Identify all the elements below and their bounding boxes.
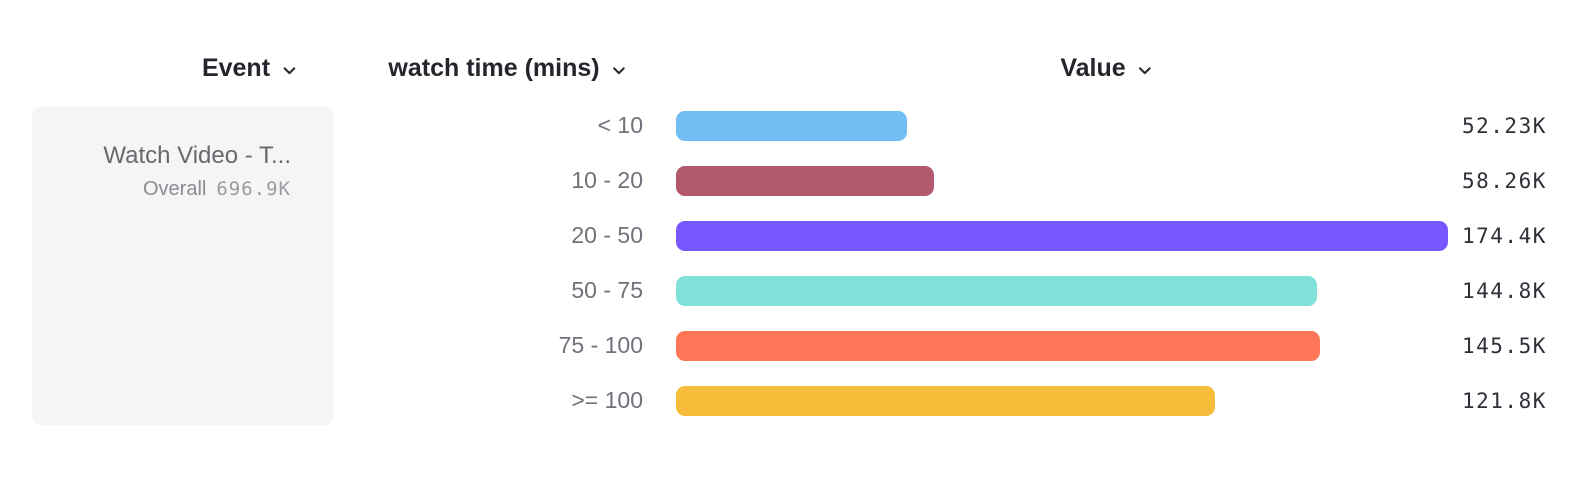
bar-value-label: 58.26K [1462, 168, 1547, 193]
bar[interactable] [676, 330, 1320, 361]
chart-row: 75 - 100 145.5K [0, 318, 1584, 373]
bucket-label: >= 100 [571, 387, 643, 413]
bucket-label: 75 - 100 [558, 332, 643, 358]
bar-value-label: 145.5K [1462, 333, 1547, 358]
column-header-event-label: Event [201, 54, 271, 82]
bucket-label: 20 - 50 [571, 222, 643, 248]
bar-track [676, 165, 1448, 196]
chart-row: 50 - 75 144.8K [0, 263, 1584, 318]
overall-value: 696.9K [216, 178, 291, 200]
overall-label: Overall [143, 178, 207, 200]
event-name: Watch Video - T... [103, 142, 291, 169]
bar-track [676, 385, 1448, 416]
column-header-value-label: Value [1060, 54, 1126, 82]
bar-track [676, 330, 1448, 361]
bar-track [676, 275, 1448, 306]
bar-track [676, 110, 1448, 141]
chart-row: 20 - 50 174.4K [0, 208, 1584, 263]
bucket-label: < 10 [597, 112, 643, 138]
chevron-down-icon [611, 62, 628, 79]
bar[interactable] [676, 385, 1215, 416]
column-header-value[interactable]: Value [1060, 54, 1153, 83]
column-header-event[interactable]: Event [202, 54, 298, 83]
column-header-breakdown[interactable]: watch time (mins) [388, 54, 627, 83]
bar-value-label: 144.8K [1462, 278, 1547, 303]
column-header-breakdown-label: watch time (mins) [388, 54, 600, 82]
bar[interactable] [676, 220, 1448, 251]
bar-track [676, 220, 1448, 251]
bar-value-label: 121.8K [1462, 388, 1547, 413]
bar[interactable] [676, 165, 934, 196]
event-card[interactable]: Watch Video - T... Overall 696.9K [32, 107, 333, 425]
chart-row: 10 - 20 58.26K [0, 153, 1584, 208]
bucket-label: 10 - 20 [571, 167, 643, 193]
chart-row: >= 100 121.8K [0, 373, 1584, 428]
chevron-down-icon [1137, 62, 1154, 79]
bar-value-label: 52.23K [1462, 113, 1547, 138]
bar[interactable] [676, 110, 907, 141]
bar-chart: < 10 52.23K 10 - 20 58.26K 20 - 50 174.4K 50 -… [0, 98, 1584, 428]
chevron-down-icon [281, 62, 298, 79]
bar[interactable] [676, 275, 1317, 306]
bucket-label: 50 - 75 [571, 277, 643, 303]
bar-value-label: 174.4K [1462, 223, 1547, 248]
chart-row: < 10 52.23K [0, 98, 1584, 153]
event-overall: Overall 696.9K [52, 178, 291, 201]
